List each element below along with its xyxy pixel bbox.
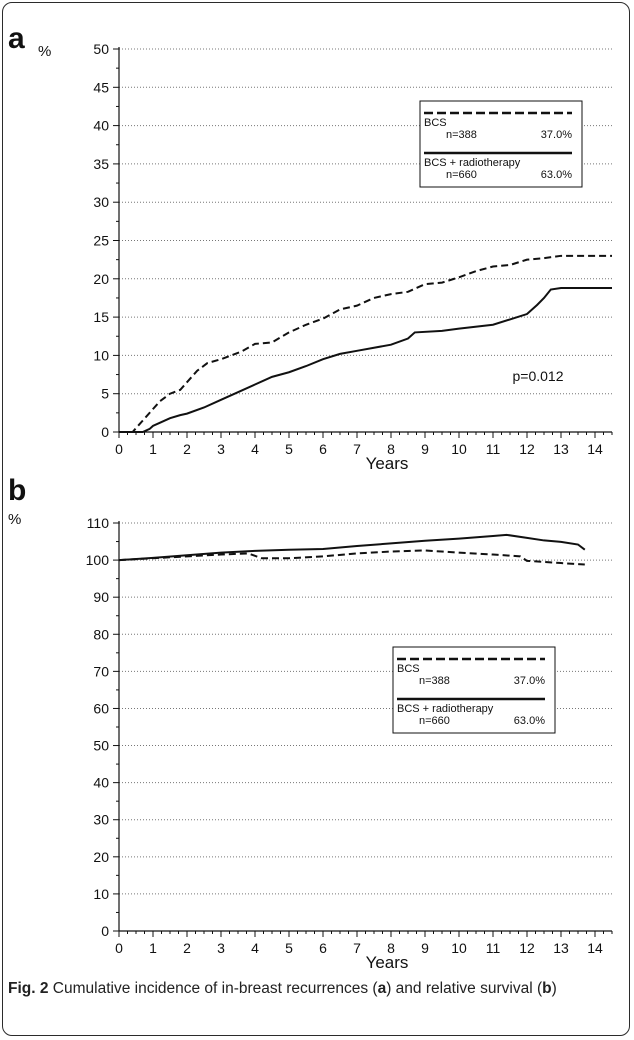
panel-a-y-tick-label: 25 bbox=[93, 233, 109, 249]
panel-a-unit: % bbox=[38, 43, 51, 60]
panel-a-y-tick-label: 5 bbox=[101, 386, 109, 402]
panel-a-y-tick-label: 35 bbox=[93, 156, 109, 172]
panel-b-x-tick-label: 4 bbox=[251, 940, 259, 956]
figure-caption: Fig. 2 Cumulative incidence of in-breast… bbox=[8, 978, 620, 1000]
panel-b-legend-n: n=388 bbox=[419, 675, 450, 687]
panel-b-legend-n: n=660 bbox=[419, 715, 450, 727]
panel-a-y-tick-label: 50 bbox=[93, 41, 109, 57]
panel-b-legend-pct: 37.0% bbox=[514, 675, 545, 687]
panel-b-y-tick-label: 40 bbox=[93, 775, 109, 791]
panel-a-series-bcs-line bbox=[119, 254, 612, 433]
panel-a-x-tick-label: 11 bbox=[486, 441, 501, 457]
panel-b-x-tick-label: 11 bbox=[486, 940, 501, 956]
panel-b-x-tick-label: 9 bbox=[421, 940, 429, 956]
caption-part-0: Cumulative incidence of in-breast recurr… bbox=[48, 980, 378, 997]
panel-a-x-tick-label: 5 bbox=[285, 441, 293, 457]
panel-b-x-tick-label: 3 bbox=[217, 940, 225, 956]
panel-b-x-tick-label: 5 bbox=[285, 940, 293, 956]
panel-a-x-tick-label: 8 bbox=[387, 441, 395, 457]
panel-a-legend-n: n=388 bbox=[446, 129, 477, 141]
panel-a-y-tick-label: 10 bbox=[93, 347, 109, 363]
panel-a-x-tick-label: 9 bbox=[421, 441, 429, 457]
panel-b-legend-name: BCS + radiotherapy bbox=[397, 703, 494, 715]
panel-a-y-tick-label: 15 bbox=[93, 309, 109, 325]
panel-a-x-tick-label: 6 bbox=[319, 441, 327, 457]
panel-b-x-tick-label: 0 bbox=[115, 940, 123, 956]
panel-b-legend-pct: 63.0% bbox=[514, 715, 545, 727]
panel-b-x-tick-label: 8 bbox=[387, 940, 395, 956]
panel-a-y-tick-label: 45 bbox=[93, 79, 109, 95]
panel-b-unit: % bbox=[8, 511, 21, 528]
panel-b-x-tick-label: 12 bbox=[519, 940, 535, 956]
panel-b-y-tick-label: 50 bbox=[93, 738, 109, 754]
panel-b-x-tick-label: 6 bbox=[319, 940, 327, 956]
panel-b-legend-name: BCS bbox=[397, 663, 420, 675]
panel-a-legend-name: BCS + radiotherapy bbox=[424, 157, 521, 169]
panel-b-x-tick-label: 1 bbox=[149, 940, 157, 956]
panel-a-y-tick-label: 0 bbox=[101, 424, 109, 440]
panel-a-y-tick-label: 30 bbox=[93, 194, 109, 210]
panel-a-x-tick-label: 1 bbox=[149, 441, 157, 457]
panel-b-series-bcs-line bbox=[118, 549, 585, 566]
panel-a-x-tick-label: 2 bbox=[183, 441, 191, 457]
caption-part-1: a bbox=[377, 980, 387, 997]
panel-b-x-tick-label: 13 bbox=[553, 940, 569, 956]
panel-a-label: a bbox=[8, 22, 25, 55]
panel-a-y-tick-label: 40 bbox=[93, 118, 109, 134]
panel-a-x-tick-label: 13 bbox=[553, 441, 569, 457]
panel-b-y-tick-label: 10 bbox=[93, 886, 109, 902]
panel-a-x-tick-label: 10 bbox=[451, 441, 467, 457]
panel-a-legend-pct: 37.0% bbox=[541, 129, 572, 141]
panel-b-y-tick-label: 90 bbox=[93, 589, 109, 605]
panel-b-y-tick-label: 100 bbox=[86, 552, 110, 568]
panel-a-x-tick-label: 4 bbox=[251, 441, 259, 457]
panel-b-y-tick-label: 70 bbox=[93, 663, 109, 679]
p-value-annotation: p=0.012 bbox=[513, 368, 564, 384]
panel-a-xlabel: Years bbox=[366, 454, 409, 473]
panel-a-series-bcs-radiotherapy-line bbox=[119, 286, 612, 433]
panel-b-xlabel: Years bbox=[366, 953, 409, 972]
panel-a-legend-name: BCS bbox=[424, 117, 447, 129]
panel-a-x-tick-label: 7 bbox=[353, 441, 361, 457]
panel-b-y-tick-label: 80 bbox=[93, 626, 109, 642]
panel-b-x-tick-label: 10 bbox=[451, 940, 467, 956]
panel-a-legend-pct: 63.0% bbox=[541, 169, 572, 181]
panel-b-label: b bbox=[8, 474, 26, 507]
panel-b-x-tick-label: 14 bbox=[587, 940, 603, 956]
panel-b-x-tick-label: 7 bbox=[353, 940, 361, 956]
panel-a-x-tick-label: 14 bbox=[587, 441, 603, 457]
caption-part-2: ) and relative survival ( bbox=[386, 980, 543, 997]
panel-a-legend bbox=[419, 100, 583, 188]
caption-part-4: ) bbox=[551, 980, 557, 997]
panel-a-x-tick-label: 0 bbox=[115, 441, 123, 457]
panel-a-x-tick-label: 12 bbox=[519, 441, 535, 457]
caption-label: Fig. 2 bbox=[8, 980, 49, 997]
panel-a-x-tick-label: 3 bbox=[217, 441, 225, 457]
caption-part-3: b bbox=[542, 980, 552, 997]
panel-a-y-tick-label: 20 bbox=[93, 271, 109, 287]
panel-a-legend-n: n=660 bbox=[446, 169, 477, 181]
panel-b-y-tick-label: 60 bbox=[93, 700, 109, 716]
panel-b-x-tick-label: 2 bbox=[183, 940, 191, 956]
panel-b-y-tick-label: 110 bbox=[87, 515, 110, 531]
panel-b-y-tick-label: 30 bbox=[93, 812, 109, 828]
panel-b-series-bcs-radiotherapy-line bbox=[118, 533, 586, 562]
panel-b-y-tick-label: 20 bbox=[93, 849, 109, 865]
panel-b-legend bbox=[392, 646, 556, 734]
panel-b-y-tick-label: 0 bbox=[101, 923, 109, 939]
